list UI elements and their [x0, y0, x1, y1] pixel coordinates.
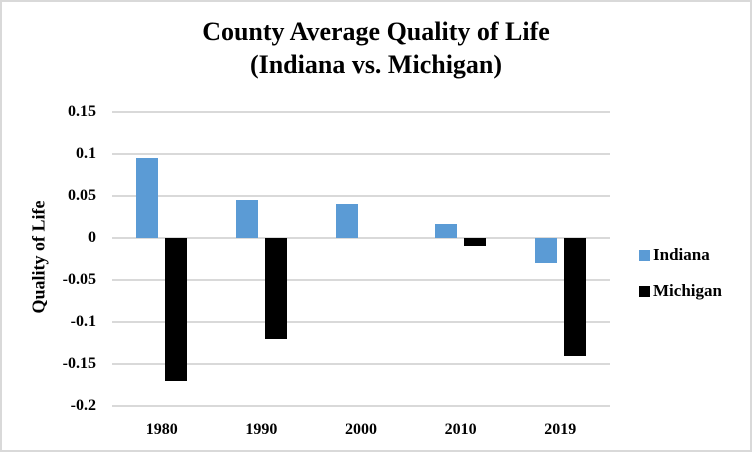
legend-label: Indiana: [653, 245, 710, 264]
x-tick-label: 2000: [344, 421, 377, 438]
bar-indiana-1990[interactable]: [235, 200, 258, 238]
bar-michigan-1990[interactable]: [264, 238, 287, 339]
x-tick-label: 1980: [145, 421, 178, 438]
legend-item-michigan[interactable]: Michigan: [639, 281, 722, 301]
gridline: [112, 195, 610, 197]
gridline: [112, 321, 610, 323]
y-tick-label: 0.1: [76, 145, 96, 162]
y-tick-label: -0.05: [62, 271, 96, 288]
gridline: [112, 405, 610, 407]
gridline: [112, 363, 610, 365]
bar-michigan-2019[interactable]: [563, 238, 586, 356]
x-tick-label: 1990: [245, 421, 278, 438]
gridline: [112, 279, 610, 281]
bar-indiana-2000[interactable]: [335, 204, 358, 238]
bar-indiana-2010[interactable]: [435, 223, 458, 238]
plot-area: [112, 111, 610, 407]
y-tick-label: 0: [88, 229, 96, 246]
bar-michigan-1980[interactable]: [165, 238, 188, 381]
legend-marker-icon: [639, 285, 650, 297]
bar-indiana-2019[interactable]: [534, 238, 557, 264]
y-tick-label: -0.15: [62, 355, 96, 372]
legend[interactable]: Indiana Michigan: [639, 245, 722, 317]
legend-label: Michigan: [653, 281, 722, 300]
y-tick-label: 0.15: [68, 103, 96, 120]
y-tick-label: 0.05: [68, 187, 96, 204]
y-tick-label: -0.1: [70, 313, 96, 330]
y-tick-label: -0.2: [70, 397, 96, 414]
x-tick-label: 2019: [544, 421, 577, 438]
chart-title: County Average Quality of Life (Indiana …: [2, 15, 750, 81]
gridline: [112, 111, 610, 113]
gridline: [112, 237, 610, 239]
legend-item-indiana[interactable]: Indiana: [639, 245, 722, 265]
bar-indiana-1980[interactable]: [136, 158, 159, 238]
legend-marker-icon: [639, 249, 650, 261]
y-axis-title: Quality of Life: [28, 200, 49, 314]
gridline: [112, 153, 610, 155]
chart-title-line2: (Indiana vs. Michigan): [249, 50, 503, 79]
bar-michigan-2010[interactable]: [464, 238, 487, 247]
chart-title-line1: County Average Quality of Life: [202, 17, 550, 46]
x-tick-label: 2010: [444, 421, 477, 438]
